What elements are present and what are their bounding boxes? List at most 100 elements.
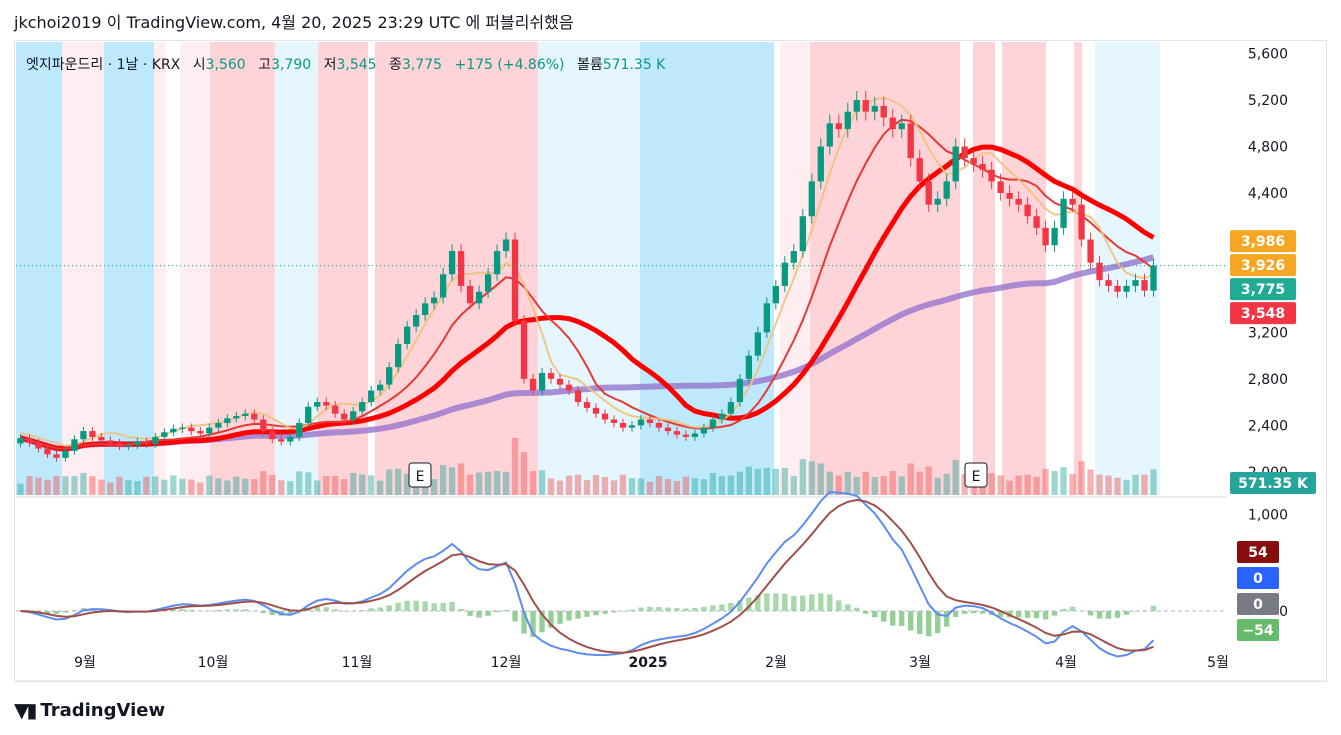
histogram-bar — [863, 611, 869, 614]
volume-bar — [80, 472, 87, 495]
volume-bar — [862, 471, 869, 495]
candle-body — [341, 413, 348, 420]
candle-body — [808, 181, 815, 217]
histogram-bar — [899, 611, 905, 627]
volume-bar — [251, 479, 258, 495]
histogram-bar — [440, 602, 446, 612]
volume-bar — [323, 476, 330, 495]
candle-body — [305, 406, 312, 423]
candle-body — [862, 100, 869, 112]
candle-body — [538, 373, 546, 391]
candle-body — [386, 367, 393, 385]
candle-body — [430, 297, 438, 304]
volume-bar — [287, 481, 294, 495]
histogram-bar — [961, 611, 968, 614]
volume-bar — [269, 475, 276, 495]
candle-body — [619, 422, 627, 428]
volume-bar — [484, 471, 492, 495]
time-tick-label: 3월 — [909, 655, 931, 671]
candle-body — [547, 373, 555, 379]
volume-bar — [359, 474, 366, 495]
osc-badge-box — [1237, 541, 1279, 563]
candle-body — [1141, 280, 1148, 291]
volume-bar — [395, 468, 402, 495]
candle-body — [655, 422, 663, 428]
candle-body — [880, 105, 887, 118]
histogram-bar — [188, 609, 195, 612]
candle-body — [359, 402, 366, 412]
candle-body — [736, 378, 744, 403]
regime-band — [1002, 42, 1046, 495]
candle-body — [1024, 204, 1031, 217]
candle-body — [961, 146, 968, 159]
candle-body — [484, 274, 492, 292]
volume-bar — [952, 459, 959, 495]
change-value: +175 (+4.86%) — [454, 57, 565, 73]
histogram-bar — [269, 611, 275, 616]
candle-body — [907, 123, 914, 159]
regime-band — [154, 42, 166, 495]
time-tick-label: 4월 — [1055, 655, 1077, 671]
volume-bar — [916, 471, 923, 495]
histogram-bar — [395, 602, 401, 612]
histogram-bar — [593, 611, 599, 616]
candle-body — [988, 169, 995, 182]
volume-bar — [664, 478, 672, 495]
volume-bar — [889, 471, 896, 495]
low-value: 3,545 — [336, 57, 377, 73]
candle-body — [466, 285, 474, 304]
histogram-bar — [431, 603, 437, 612]
histogram-bar — [970, 611, 977, 614]
candle-body — [35, 442, 42, 449]
volume-bar — [556, 480, 564, 495]
volume-bar — [925, 466, 932, 495]
volume-bar — [772, 468, 779, 495]
histogram-bar — [1132, 611, 1139, 612]
time-tick-label: 10월 — [198, 655, 229, 671]
histogram-bar — [566, 611, 572, 621]
histogram-bar — [260, 611, 266, 614]
volume-bar — [134, 481, 141, 495]
histogram-bar — [854, 607, 860, 612]
candle-body — [206, 427, 213, 434]
candle-body — [17, 438, 24, 444]
histogram-bar — [1150, 605, 1157, 612]
volume-bar — [179, 478, 186, 495]
price-badge-label: 3,986 — [1241, 234, 1285, 250]
histogram-bar — [332, 609, 338, 612]
candle-body — [727, 402, 735, 414]
volume-bar — [44, 479, 51, 495]
candle-body — [1150, 265, 1157, 291]
histogram-bar — [881, 611, 887, 622]
volume-bar — [763, 467, 770, 495]
volume-bar — [682, 476, 690, 495]
volume-bar — [520, 452, 528, 495]
candle-body — [529, 378, 537, 391]
histogram-bar — [674, 608, 680, 612]
volume-bar — [790, 476, 797, 495]
candle-body — [143, 441, 150, 444]
candle-body — [790, 251, 797, 263]
candle-body — [457, 251, 465, 286]
volume-bar — [170, 475, 177, 495]
candle-body — [1051, 227, 1058, 246]
histogram-bar — [413, 600, 419, 612]
volume-bar — [206, 475, 213, 495]
volume-bar — [610, 480, 618, 495]
high-value: 3,790 — [271, 57, 312, 73]
volume-bar — [1078, 461, 1085, 495]
volume-bar — [565, 475, 573, 495]
volume-bar — [26, 476, 33, 495]
earnings-marker-label: E — [972, 469, 981, 485]
histogram-bar — [467, 611, 473, 616]
candle-body — [637, 419, 645, 426]
time-tick-label: 12월 — [491, 655, 522, 671]
osc-badge-box — [1237, 619, 1279, 641]
histogram-bar — [665, 607, 671, 612]
histogram-bar — [602, 611, 608, 614]
candle-body — [943, 181, 950, 199]
price-badge: 3,775 — [1230, 278, 1296, 301]
tradingview-brand[interactable]: ▼▮ TradingView — [14, 698, 165, 722]
histogram-bar — [548, 611, 554, 628]
